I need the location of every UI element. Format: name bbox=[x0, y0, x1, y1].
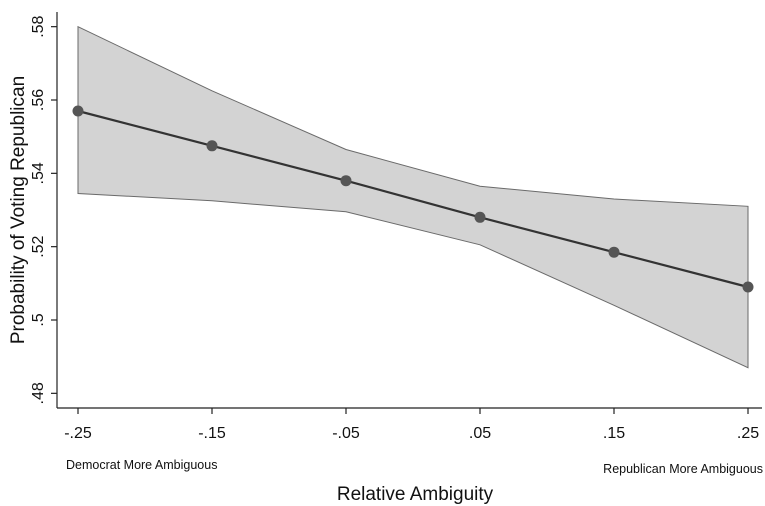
y-axis-title: Probability of Voting Republican bbox=[8, 76, 29, 344]
ticks: -.25 -.15 -.05 .05 .15 .25 .48 .5 .52 .54 .56 .58 bbox=[30, 15, 759, 442]
x-axis-title: Relative Ambiguity bbox=[337, 484, 494, 505]
y-tick-label: .58 bbox=[30, 15, 47, 37]
axes bbox=[56, 12, 762, 409]
x-tick-label: .25 bbox=[737, 425, 759, 442]
plot-area bbox=[72, 25, 754, 369]
x-tick-label: -.15 bbox=[198, 425, 226, 442]
data-point bbox=[206, 140, 218, 152]
series-line bbox=[77, 109, 749, 289]
y-tick-label: .5 bbox=[30, 313, 47, 326]
y-tick-label: .56 bbox=[30, 89, 47, 111]
x-tick-label: -.05 bbox=[332, 425, 360, 442]
annotation-republican: Republican More Ambiguous bbox=[603, 462, 763, 476]
y-tick-label: .52 bbox=[30, 235, 47, 257]
data-point bbox=[72, 105, 84, 117]
data-point bbox=[474, 211, 486, 223]
data-point bbox=[340, 175, 352, 187]
data-point bbox=[608, 246, 620, 258]
y-tick-label: .48 bbox=[30, 382, 47, 404]
x-tick-label: .05 bbox=[469, 425, 491, 442]
y-tick-label: .54 bbox=[30, 162, 47, 184]
data-point bbox=[742, 281, 754, 293]
annotation-democrat: Democrat More Ambiguous bbox=[66, 458, 217, 472]
x-tick-label: -.25 bbox=[64, 425, 92, 442]
confidence-band bbox=[77, 25, 749, 369]
x-tick-label: .15 bbox=[603, 425, 625, 442]
